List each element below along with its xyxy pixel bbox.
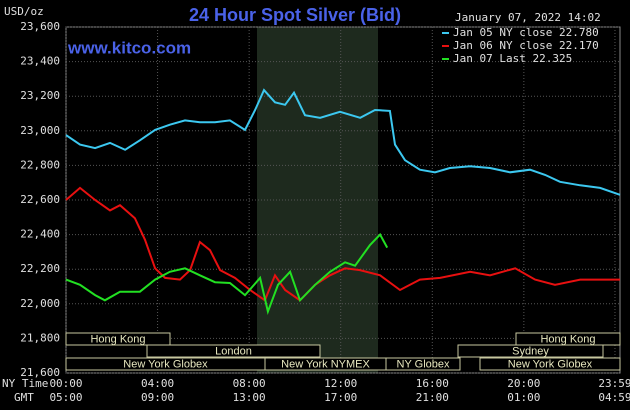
x2-tick-label: 13:00 (233, 391, 266, 404)
legend-label: Jan 05 NY close 22.780 (453, 26, 599, 39)
x-tick-label: 16:00 (416, 377, 449, 390)
x-tick-label: 00:00 (49, 377, 82, 390)
series-line (65, 232, 389, 316)
x2-tick-label: 05:00 (49, 391, 82, 404)
session-label: New York Globex (508, 358, 593, 370)
session-bar (479, 357, 621, 371)
x2-tick-label: 21:00 (416, 391, 449, 404)
session-label: Hong Kong (540, 333, 595, 345)
session-bar (457, 344, 604, 358)
session-label: NY Globex (397, 358, 450, 370)
watermark: www.kitco.com (67, 38, 191, 57)
series-line (65, 186, 620, 302)
y-tick-label: 21,800 (20, 331, 60, 344)
x-axis-label: NY Time (2, 377, 48, 390)
legend-label: Jan 07 Last 22.325 (453, 52, 572, 65)
nymex-shade (257, 27, 378, 373)
chart-title: 24 Hour Spot Silver (Bid) (189, 5, 401, 25)
session-label: New York Globex (123, 358, 208, 370)
y-tick-label: 22,600 (20, 193, 60, 206)
y-tick-label: 22,800 (20, 158, 60, 171)
y-tick-label: 22,200 (20, 262, 60, 275)
session-label: London (215, 345, 252, 357)
session-bar (146, 344, 321, 358)
y-tick-label: 23,000 (20, 124, 60, 137)
session-bar (65, 332, 171, 346)
x-tick-label: 23:59 (598, 377, 630, 390)
y-tick-label: 23,400 (20, 55, 60, 68)
session-label: New York NYMEX (281, 358, 370, 370)
legend-label: Jan 06 NY close 22.170 (453, 39, 599, 52)
y-axis-label: USD/oz (4, 5, 44, 18)
x-tick-label: 20:00 (507, 377, 540, 390)
timestamp: January 07, 2022 14:02 (455, 11, 601, 24)
x-tick-label: 08:00 (233, 377, 266, 390)
x2-tick-label: 09:00 (141, 391, 174, 404)
y-tick-label: 23,200 (20, 89, 60, 102)
y-tick-label: 22,000 (20, 297, 60, 310)
x2-axis-label: GMT (14, 391, 34, 404)
session-bar (385, 357, 461, 371)
session-label: Hong Kong (90, 333, 145, 345)
y-tick-label: 22,400 (20, 228, 60, 241)
x2-tick-label: 04:59 (598, 391, 630, 404)
x2-tick-label: 01:00 (507, 391, 540, 404)
series-line (65, 88, 621, 196)
x-tick-label: 12:00 (324, 377, 357, 390)
x-tick-label: 04:00 (141, 377, 174, 390)
x2-tick-label: 17:00 (324, 391, 357, 404)
y-tick-label: 23,600 (20, 20, 60, 33)
y-tick-label: 21,600 (20, 366, 60, 379)
session-label: Sydney (512, 345, 549, 357)
